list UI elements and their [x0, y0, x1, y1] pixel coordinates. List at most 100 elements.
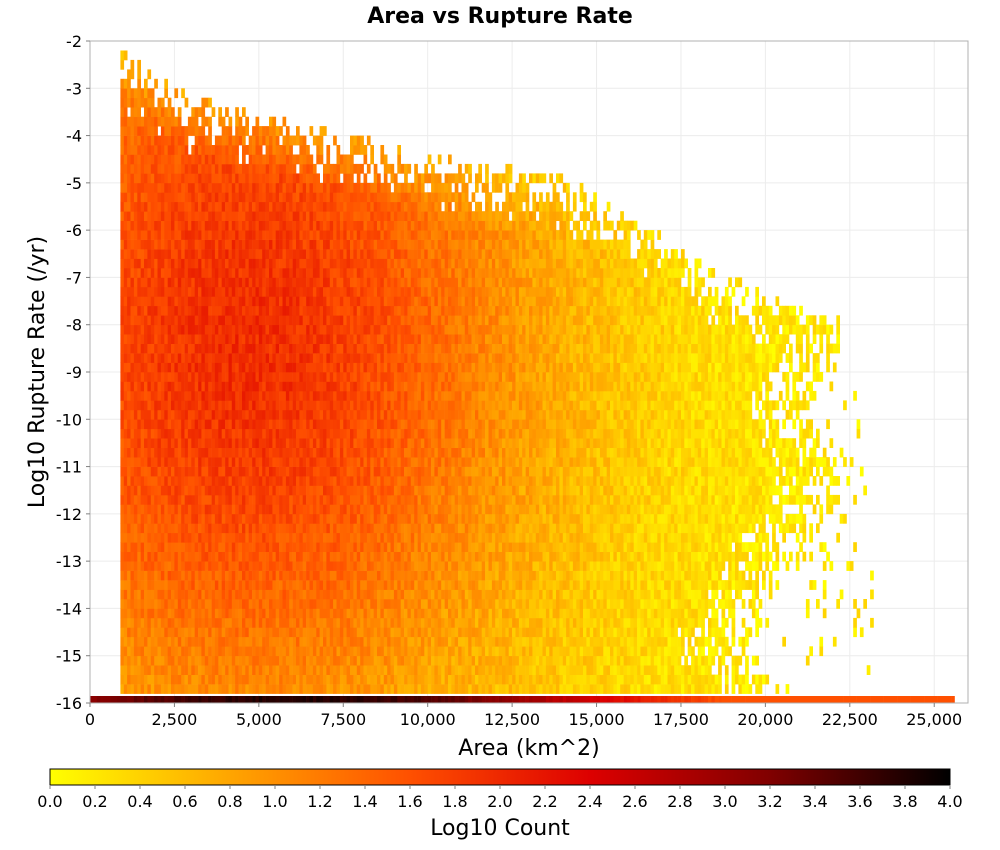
heatmap-cell [204, 627, 209, 638]
heatmap-cell [296, 466, 300, 477]
heatmap-cell [468, 476, 472, 486]
heatmap-cell [383, 580, 388, 590]
heatmap-cell [184, 665, 189, 675]
heatmap-cell [137, 551, 141, 562]
heatmap-cell [485, 589, 489, 600]
heatmap-cell [596, 580, 601, 590]
heatmap-cell [133, 627, 138, 638]
heatmap-cell [637, 532, 641, 543]
heatmap-cell [319, 655, 324, 666]
heatmap-cell [525, 617, 530, 628]
heatmap-cell [417, 523, 422, 534]
heatmap-cell [596, 466, 601, 477]
heatmap-cell [512, 504, 516, 515]
heatmap-cell [687, 674, 692, 685]
heatmap-cell [238, 627, 243, 638]
heatmap-cell [380, 646, 385, 657]
heatmap-cell [312, 494, 317, 505]
heatmap-cell [201, 551, 206, 562]
heatmap-cell [586, 674, 591, 685]
heatmap-cell [589, 485, 594, 496]
heatmap-cell [353, 627, 358, 638]
heatmap-cell [319, 617, 324, 628]
heatmap-cell [258, 589, 263, 600]
heatmap-cell [333, 646, 337, 657]
heatmap-cell [164, 504, 168, 515]
heatmap-cell [603, 532, 607, 543]
heatmap-cell [242, 542, 246, 552]
heatmap-cell [299, 457, 304, 467]
heatmap-cell [529, 504, 533, 515]
heatmap-cell [586, 532, 591, 543]
heatmap-cell [620, 561, 624, 571]
heatmap-cell [529, 580, 533, 590]
heatmap-cell [687, 504, 692, 515]
heatmap-cell [198, 447, 202, 458]
heatmap-cell [518, 542, 523, 552]
heatmap-cell [323, 561, 327, 571]
heatmap-cell [417, 608, 422, 619]
heatmap-cell [711, 655, 716, 666]
heatmap-cell [177, 561, 182, 571]
heatmap-cell [765, 494, 770, 505]
heatmap-cell [366, 617, 371, 628]
heatmap-cell [431, 665, 435, 675]
heatmap-cell [653, 580, 658, 590]
heatmap-cell [269, 561, 273, 571]
heatmap-cell [549, 636, 553, 647]
heatmap-cell [829, 561, 834, 571]
heatmap-cell [718, 655, 722, 666]
heatmap-cell [572, 485, 577, 496]
heatmap-cell [562, 561, 567, 571]
heatmap-cell [424, 532, 428, 543]
heatmap-cell [410, 561, 415, 571]
heatmap-cell [728, 561, 732, 571]
heatmap-cell [410, 476, 415, 486]
heatmap-cell [630, 457, 634, 467]
heatmap-cell [596, 684, 601, 694]
heatmap-cell [448, 684, 452, 694]
heatmap-cell [714, 608, 719, 619]
heatmap-cell [242, 447, 246, 458]
heatmap-cell [626, 457, 631, 467]
heatmap-cell [448, 542, 452, 552]
heatmap-cell [677, 542, 682, 552]
heatmap-cell [296, 608, 300, 619]
heatmap-cell [289, 636, 293, 647]
heatmap-cell [468, 627, 472, 638]
heatmap-cell [542, 504, 547, 515]
heatmap-cell [150, 466, 155, 477]
heatmap-cell [819, 513, 824, 524]
heatmap-cell [518, 627, 523, 638]
heatmap-cell [566, 665, 570, 675]
heatmap-cell [708, 551, 712, 562]
heatmap-cell [343, 476, 347, 486]
heatmap-cell [650, 466, 655, 477]
heatmap-cell [137, 457, 141, 467]
heatmap-cell [832, 457, 837, 467]
heatmap-cell [211, 476, 216, 486]
heatmap-cell [360, 457, 364, 467]
heatmap-cell [275, 684, 280, 694]
heatmap-cell [285, 523, 290, 534]
heatmap-cell [272, 447, 277, 458]
heatmap-cell [606, 589, 611, 600]
heatmap-cell [714, 504, 719, 515]
heatmap-cell [491, 476, 496, 486]
heatmap-cell [184, 551, 189, 562]
heatmap-cell [630, 532, 634, 543]
heatmap-cell [569, 665, 574, 675]
heatmap-cell [542, 523, 547, 534]
heatmap-cell [130, 523, 135, 534]
heatmap-cell [218, 476, 222, 486]
heatmap-cell [218, 542, 222, 552]
heatmap-cell [478, 599, 482, 609]
heatmap-cell [420, 665, 425, 675]
heatmap-cell [583, 523, 587, 534]
heatmap-cell [697, 665, 702, 675]
heatmap-cell [569, 608, 574, 619]
heatmap-cell [346, 674, 351, 685]
heatmap-cell [208, 457, 212, 467]
heatmap-cell [380, 542, 385, 552]
heatmap-cell [424, 665, 428, 675]
